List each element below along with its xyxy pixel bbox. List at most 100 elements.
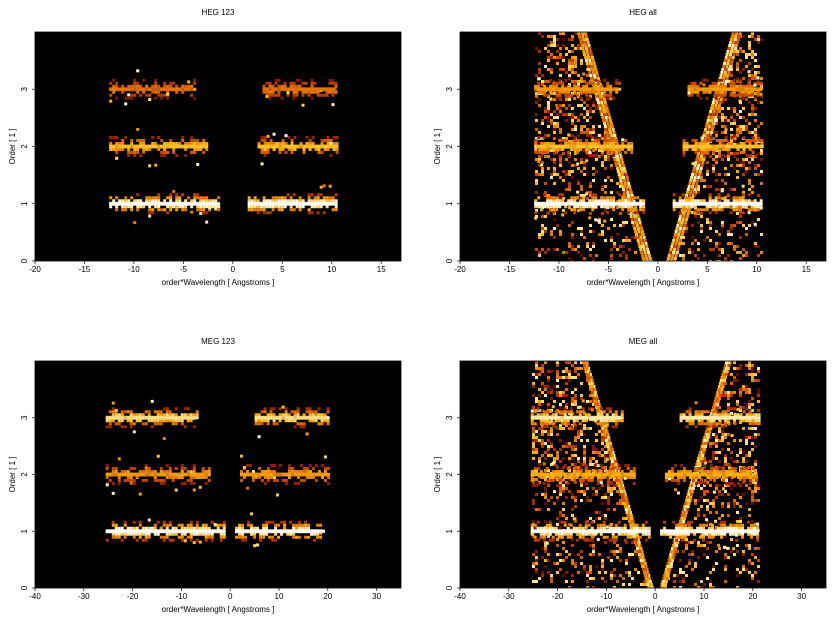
band-event	[138, 470, 142, 473]
background-event	[685, 541, 688, 544]
background-event	[577, 227, 580, 230]
background-event	[592, 541, 595, 544]
background-event	[679, 586, 682, 588]
edge-event	[621, 173, 625, 176]
band-event	[534, 205, 538, 209]
band-event	[570, 208, 574, 212]
band-event	[272, 475, 276, 479]
edge-event	[714, 409, 718, 412]
band-event	[328, 196, 332, 200]
edge-event	[594, 391, 598, 394]
background-event	[541, 173, 544, 176]
edge-event	[723, 59, 727, 62]
band-event	[268, 199, 272, 203]
band-event	[138, 413, 142, 417]
band-event	[277, 84, 281, 88]
band-event	[573, 196, 577, 200]
band-event	[190, 210, 194, 214]
background-event	[577, 83, 580, 86]
background-event	[538, 98, 541, 101]
edge-event	[690, 176, 694, 179]
background-event	[751, 149, 754, 152]
edge-event	[675, 251, 679, 254]
band-event	[332, 148, 336, 151]
background-event	[559, 484, 562, 487]
background-event	[583, 424, 586, 427]
band-event	[703, 139, 707, 142]
edge-event	[622, 176, 626, 179]
background-event	[742, 50, 745, 53]
band-event	[277, 93, 281, 97]
background-event	[571, 496, 574, 499]
band-event	[310, 84, 314, 88]
band-event	[564, 93, 568, 97]
background-event	[574, 376, 577, 379]
band-event	[567, 84, 571, 88]
band-event	[558, 193, 562, 197]
background-event	[757, 101, 760, 104]
band-event	[262, 205, 266, 209]
band-event	[705, 205, 709, 209]
band-event	[711, 208, 715, 212]
background-event	[565, 53, 568, 56]
band-event	[636, 211, 640, 215]
band-event	[287, 470, 291, 473]
band-event	[144, 410, 148, 414]
band-event	[301, 526, 305, 530]
background-event	[577, 373, 580, 376]
band-event	[241, 535, 245, 539]
band-event	[287, 467, 291, 470]
band-event	[175, 90, 179, 94]
background-event	[565, 445, 568, 448]
background-event	[721, 119, 724, 122]
band-event	[733, 137, 737, 141]
background-event	[538, 388, 541, 391]
band-event	[331, 103, 335, 107]
band-event	[732, 84, 736, 88]
background-event	[544, 547, 547, 550]
edge-event	[621, 185, 625, 188]
background-event	[751, 158, 754, 161]
band-event	[759, 199, 763, 203]
background-event	[583, 116, 586, 119]
background-event	[544, 373, 547, 376]
band-event	[163, 84, 167, 88]
band-event	[195, 410, 199, 414]
background-event	[754, 469, 757, 472]
edge-event	[674, 254, 678, 257]
band-event	[317, 413, 321, 417]
band-event	[162, 482, 166, 485]
background-event	[697, 242, 700, 245]
band-event	[331, 90, 335, 94]
background-event	[718, 493, 721, 496]
band-event	[118, 148, 122, 151]
background-event	[604, 239, 607, 242]
band-event	[271, 196, 275, 200]
background-event	[598, 137, 601, 140]
background-event	[556, 496, 559, 499]
background-event	[535, 559, 538, 562]
background-event	[712, 433, 715, 436]
edge-event	[579, 41, 583, 44]
band-event	[156, 479, 160, 482]
background-event	[571, 44, 574, 47]
band-event	[750, 208, 754, 212]
band-event	[190, 142, 194, 145]
background-event	[727, 158, 730, 161]
band-event	[193, 193, 197, 197]
band-event	[328, 199, 332, 203]
band-event	[748, 154, 752, 157]
band-event	[567, 133, 571, 137]
background-event	[625, 254, 628, 257]
band-event	[597, 139, 601, 142]
band-event	[709, 136, 713, 139]
background-event	[589, 110, 592, 113]
edge-event	[615, 152, 619, 155]
background-event	[718, 439, 721, 442]
band-event	[316, 532, 320, 536]
background-event	[547, 107, 550, 110]
background-event	[583, 161, 586, 164]
band-event	[711, 205, 715, 209]
background-event	[715, 436, 718, 439]
background-event	[745, 254, 748, 257]
